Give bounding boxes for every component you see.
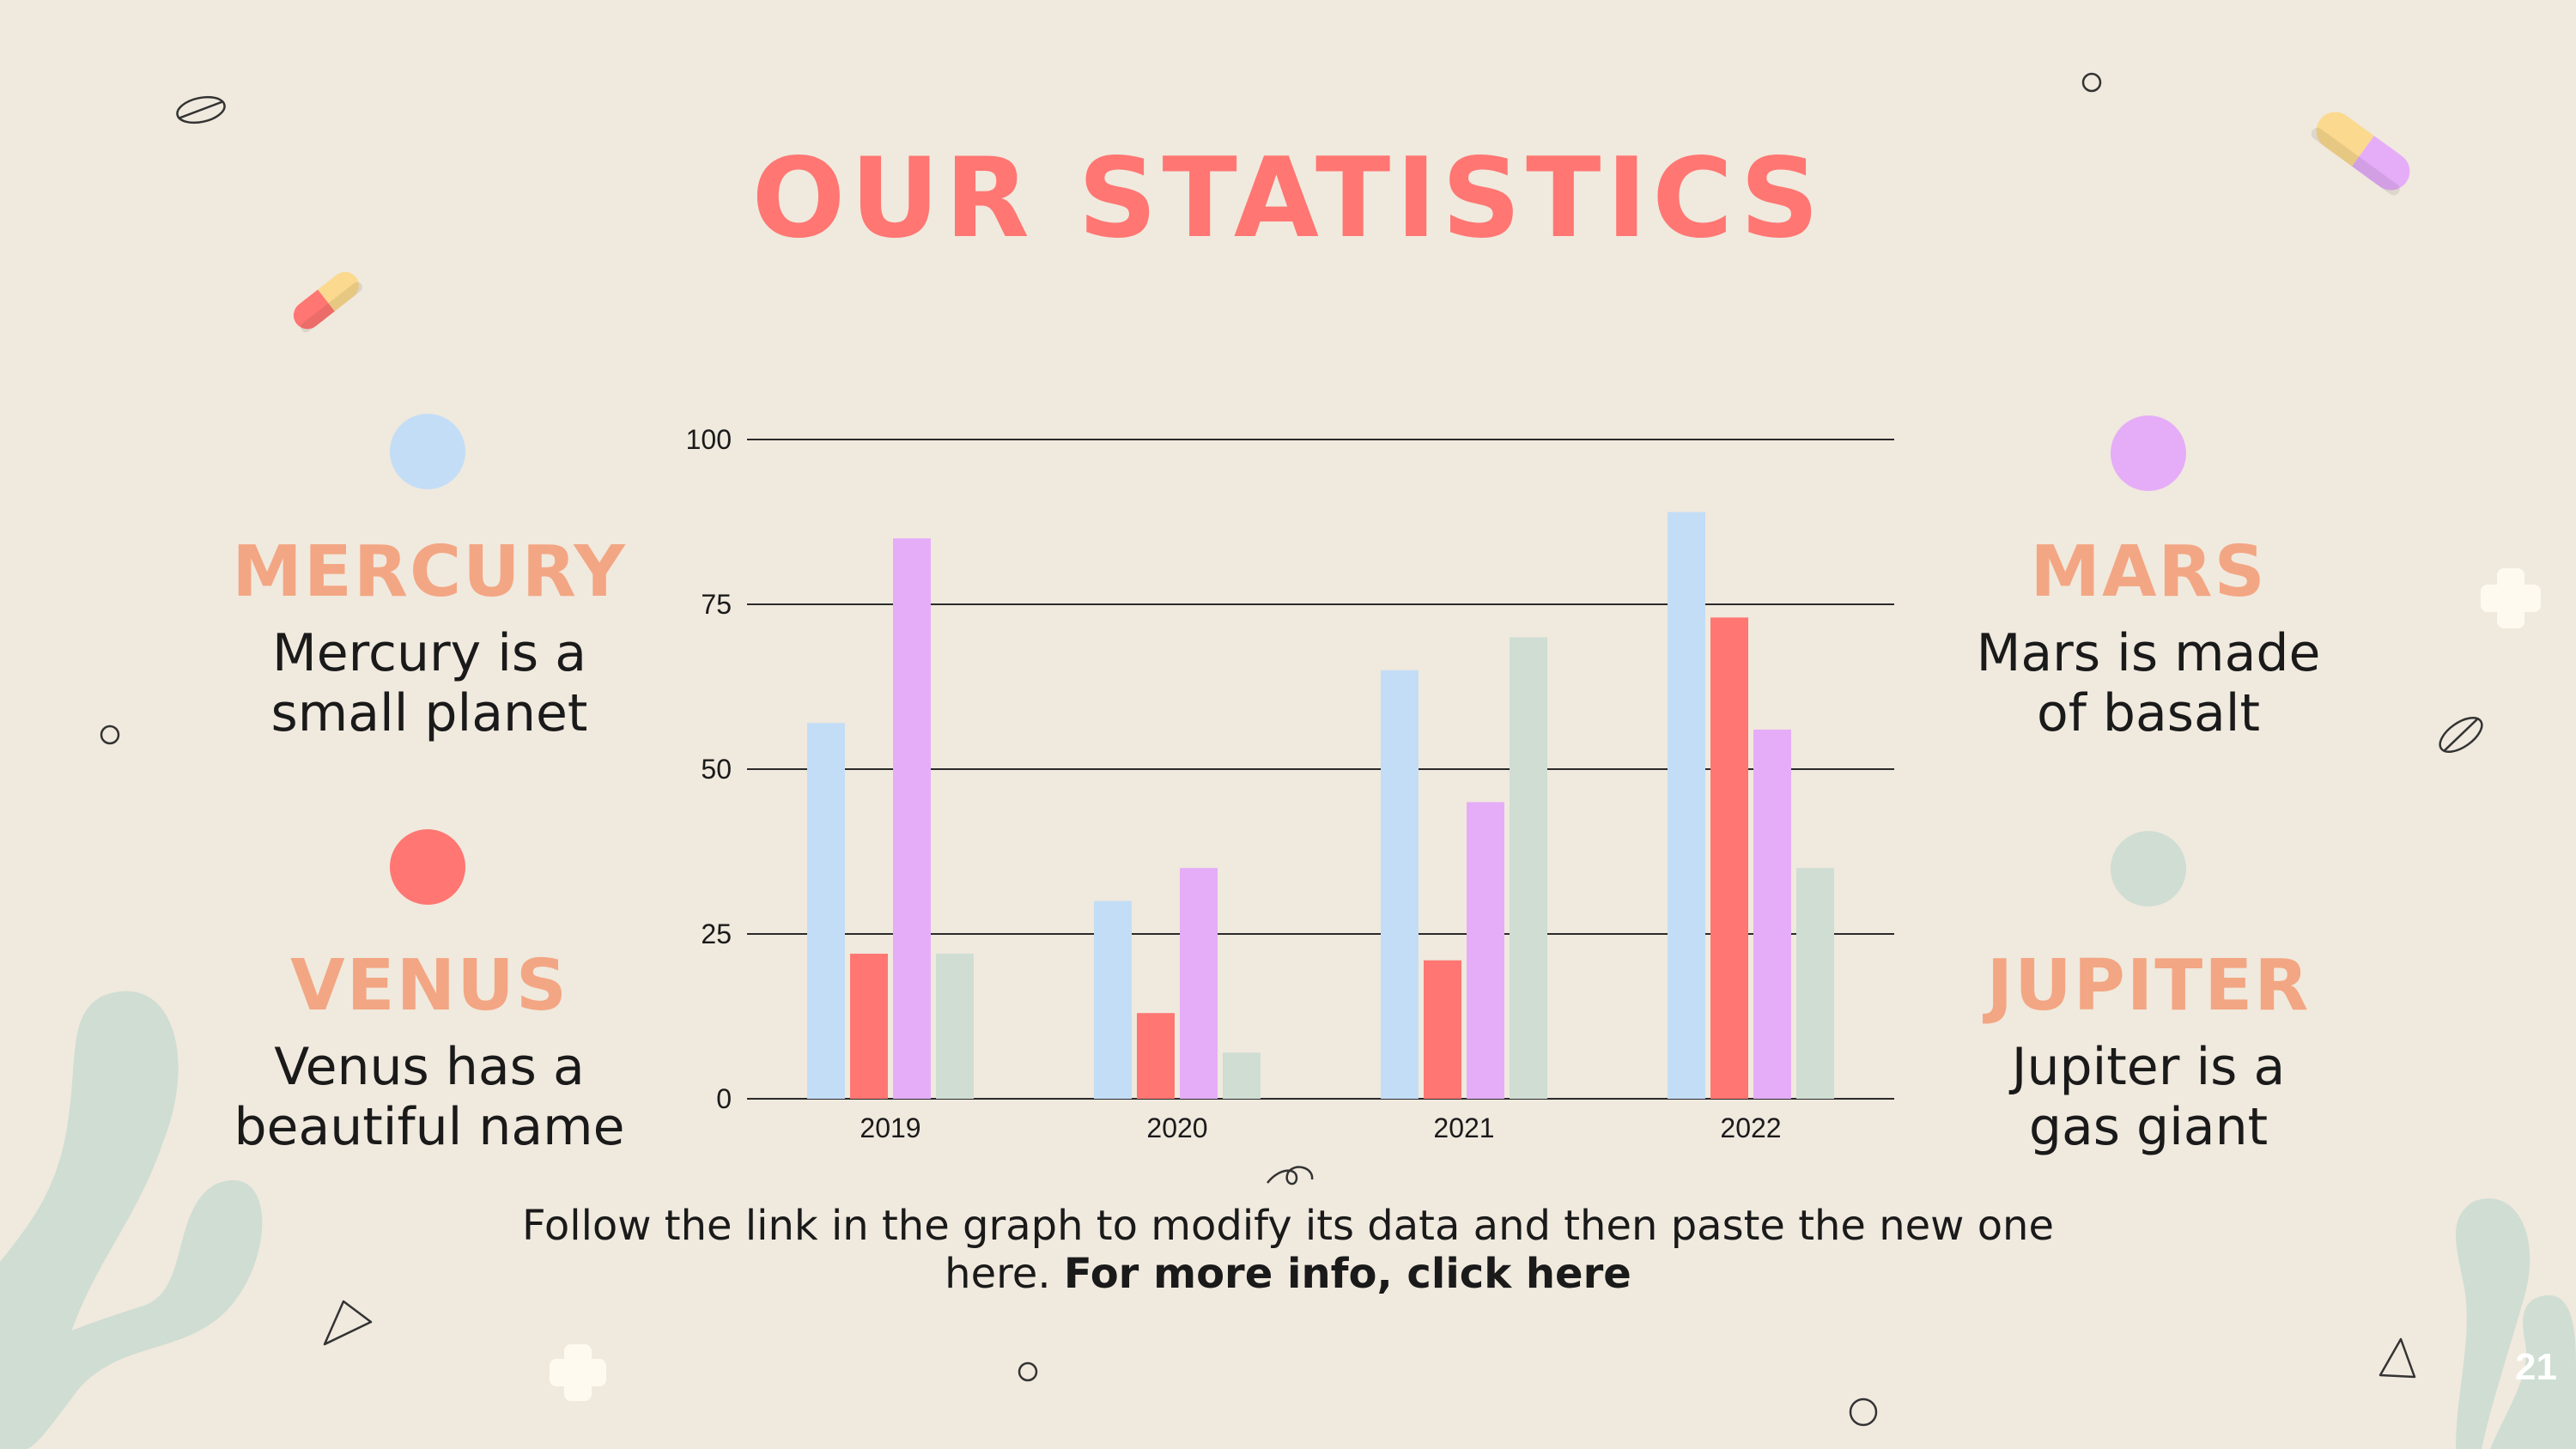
bar-2021-series-3[interactable]: [1467, 802, 1504, 1099]
mars-color-dot: [2111, 415, 2186, 491]
legend-desc: Mars is made of basalt: [1882, 623, 2415, 743]
cross-deco-right: [2481, 568, 2541, 628]
legend-name: MARS: [2030, 531, 2267, 613]
bar-2020-series-3[interactable]: [1180, 868, 1218, 1099]
green-blob-right: [2456, 1198, 2530, 1449]
x-tick-label: 2019: [860, 1113, 920, 1143]
legend-item-mercury: MERCURY Mercury is a small planet: [163, 531, 696, 744]
legend-name: VENUS: [290, 945, 568, 1027]
green-blob-left: [0, 991, 179, 1449]
x-tick-label: 2021: [1433, 1113, 1494, 1143]
legend-desc-line: of basalt: [2037, 683, 2260, 743]
page-number: 21: [2515, 1346, 2557, 1388]
bar-2021-series-1[interactable]: [1381, 670, 1419, 1099]
more-info-link[interactable]: For more info, click here: [1063, 1250, 1631, 1298]
green-blob-left-2: [0, 1179, 263, 1449]
cross-deco-bottom: [550, 1344, 606, 1401]
x-tick-label: 2020: [1146, 1113, 1207, 1143]
footer-text: Follow the link in the graph to modify i…: [429, 1202, 2147, 1298]
y-tick-label: 0: [716, 1083, 732, 1114]
footer-prefix: here.: [945, 1250, 1064, 1298]
legend-desc: Venus has a beautiful name: [163, 1037, 696, 1157]
legend-desc-line: Venus has a: [274, 1037, 585, 1097]
squiggle-deco: [1267, 1166, 1314, 1185]
mercury-color-dot: [390, 414, 465, 489]
bar-2022-series-2[interactable]: [1710, 617, 1748, 1099]
bar-2022-series-1[interactable]: [1668, 512, 1705, 1099]
footer-line: here. For more info, click here: [429, 1250, 2147, 1298]
green-blob-right-2: [2490, 1294, 2576, 1449]
bar-2019-series-1[interactable]: [807, 723, 845, 1099]
bar-2022-series-4[interactable]: [1796, 868, 1834, 1099]
page-title: OUR STATISTICS: [751, 135, 1825, 263]
legend-desc: Jupiter is a gas giant: [1882, 1037, 2415, 1157]
legend-desc-line: Jupiter is a: [2011, 1037, 2286, 1097]
legend-desc-line: gas giant: [2028, 1097, 2269, 1157]
y-tick-label: 100: [686, 424, 732, 455]
small-circle-deco: [1018, 1361, 1038, 1382]
venus-color-dot: [390, 829, 465, 905]
y-tick-label: 75: [701, 589, 732, 620]
triangle-deco: [2379, 1337, 2416, 1379]
bar-2021-series-4[interactable]: [1510, 637, 1547, 1099]
legend-desc-line: Mars is made: [1976, 623, 2321, 683]
legend-item-jupiter: JUPITER Jupiter is a gas giant: [1882, 945, 2415, 1158]
bar-2020-series-4[interactable]: [1223, 1052, 1261, 1099]
bar-2020-series-2[interactable]: [1137, 1013, 1175, 1099]
bar-2022-series-3[interactable]: [1753, 729, 1791, 1099]
footer-line: Follow the link in the graph to modify i…: [521, 1202, 2055, 1250]
pill-deco-right: [2311, 112, 2410, 196]
small-circle-deco: [1849, 1397, 1878, 1427]
bar-2019-series-3[interactable]: [893, 538, 931, 1099]
bar-2021-series-2[interactable]: [1424, 960, 1461, 1099]
triangle-deco: [323, 1300, 373, 1346]
y-tick-label: 50: [701, 754, 732, 785]
small-circle-deco: [2081, 72, 2102, 93]
y-tick-label: 25: [701, 919, 732, 949]
legend-desc: Mercury is a small planet: [163, 623, 696, 743]
legend-desc-line: Mercury is a: [271, 623, 587, 683]
small-circle-deco: [100, 724, 120, 745]
x-tick-label: 2022: [1720, 1113, 1781, 1143]
legend-desc-line: beautiful name: [234, 1097, 625, 1157]
legend-item-mars: MARS Mars is made of basalt: [1882, 531, 2415, 744]
bar-2019-series-4[interactable]: [936, 954, 974, 1099]
bar-2019-series-2[interactable]: [850, 954, 888, 1099]
legend-item-venus: VENUS Venus has a beautiful name: [163, 945, 696, 1158]
legend-desc-line: small planet: [270, 683, 588, 743]
legend-name: MERCURY: [232, 531, 627, 613]
legend-name: JUPITER: [1986, 945, 2311, 1027]
jupiter-color-dot: [2111, 831, 2186, 906]
bar-2020-series-1[interactable]: [1094, 900, 1132, 1099]
tablet-deco: [2439, 717, 2483, 753]
pill-deco-left: [293, 271, 363, 333]
